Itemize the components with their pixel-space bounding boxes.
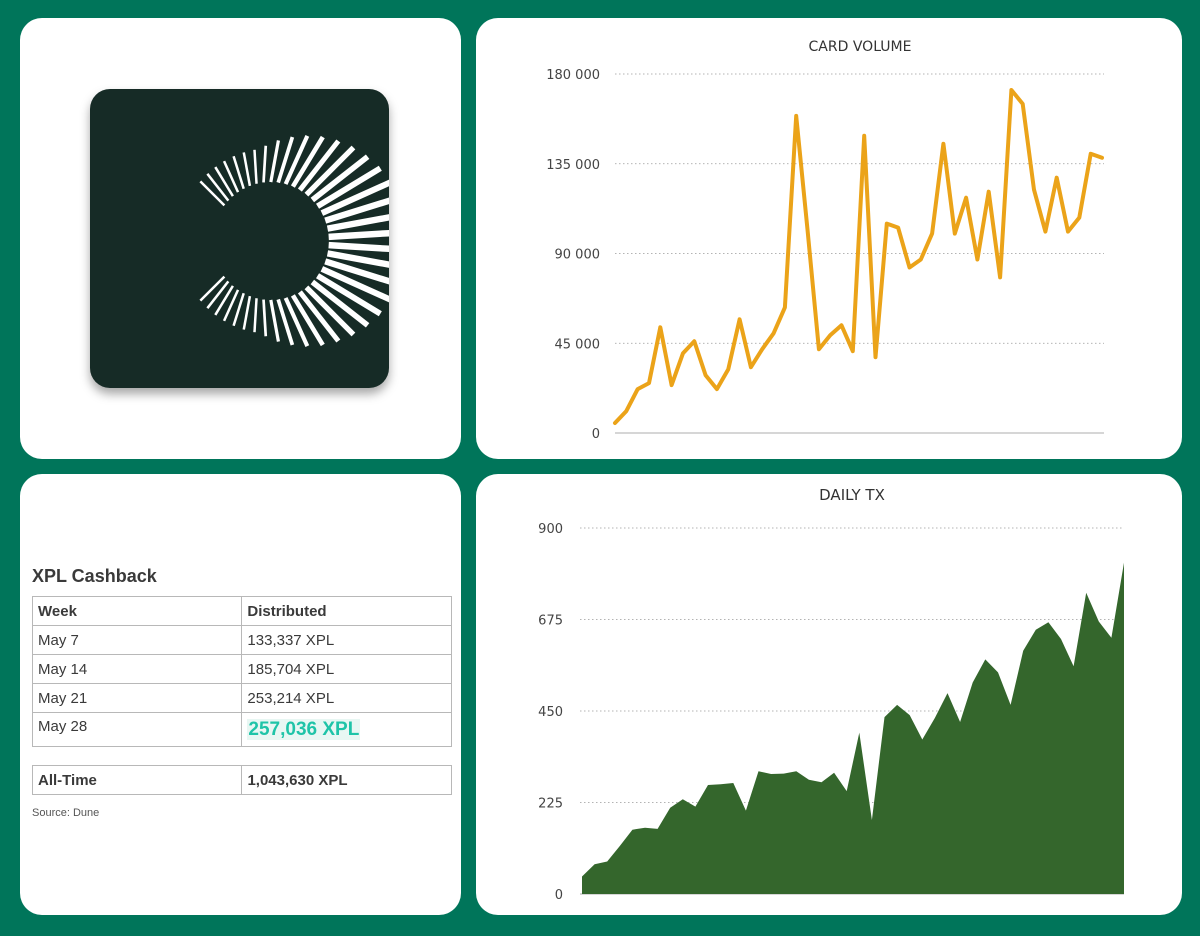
source-note: Source: Dune	[32, 807, 100, 819]
table-row: May 21 253,214 XPL	[31, 683, 452, 713]
logo-ray	[290, 135, 325, 188]
y-tick-label: 180 000	[546, 68, 600, 83]
sunburst-logo-icon	[199, 135, 389, 347]
logo-ray	[326, 214, 389, 232]
logo-ray	[297, 139, 341, 192]
chart-title: DAILY TX	[819, 486, 885, 504]
logo-ray	[199, 275, 226, 302]
logo-ray	[269, 299, 281, 342]
card-volume-chart: CARD VOLUME 0 45 000 90 000 135 000 180 000	[546, 39, 1104, 442]
logo-ray	[232, 155, 245, 190]
logo-card	[20, 18, 461, 459]
header-distributed: Distributed	[241, 596, 452, 626]
table-title: XPL Cashback	[32, 566, 157, 586]
logo-ray	[262, 299, 268, 337]
logo-ray	[310, 279, 370, 328]
y-tick-label: 90 000	[555, 248, 601, 263]
y-tick-label: 0	[592, 427, 600, 442]
logo-ray	[320, 266, 389, 303]
logo-ray	[283, 135, 310, 185]
logo-ray	[324, 197, 389, 224]
logo-ray	[297, 290, 341, 343]
y-tick-label: 45 000	[555, 337, 601, 352]
daily-tx-chart-card: DAILY TX 0 225 450 675 900	[476, 474, 1182, 915]
total-label: All-Time	[31, 765, 243, 795]
total-row: All-Time 1,043,630 XPL	[31, 765, 452, 795]
logo-ray	[242, 295, 252, 330]
chart-title: CARD VOLUME	[809, 39, 912, 55]
y-tick-label: 675	[538, 614, 563, 629]
logo-ray	[269, 140, 281, 183]
table-row: May 7 133,337 XPL	[31, 625, 452, 655]
app-logo-tile	[90, 89, 389, 388]
distributed-cell: 253,214 XPL	[241, 683, 452, 713]
logo-ray	[214, 166, 234, 197]
logo-ray	[304, 285, 356, 337]
logo-ray	[290, 294, 325, 347]
logo-ray	[328, 241, 389, 253]
distributed-cell: 185,704 XPL	[241, 654, 452, 684]
all-time-table: All-Time 1,043,630 XPL	[31, 765, 452, 795]
week-cell: May 28	[31, 712, 243, 747]
week-cell: May 21	[31, 683, 243, 713]
logo-ray	[232, 292, 245, 327]
logo-ray	[206, 173, 230, 202]
logo-ray	[222, 160, 240, 193]
card-volume-chart-card: CARD VOLUME 0 45 000 90 000 135 000 180 000	[476, 18, 1182, 459]
logo-ray	[283, 297, 310, 347]
logo-ray	[276, 136, 295, 184]
logo-ray	[199, 180, 226, 207]
y-tick-label: 135 000	[546, 158, 600, 173]
y-tick-label: 225	[538, 797, 563, 812]
logo-ray	[320, 179, 389, 216]
logo-ray	[310, 154, 370, 203]
series-line	[613, 88, 1104, 425]
logo-ray	[242, 152, 252, 187]
table-row: May 14 185,704 XPL	[31, 654, 452, 684]
y-tick-label: 450	[538, 705, 563, 720]
table-row: May 28 257,036 XPL	[31, 712, 452, 747]
series-area	[582, 562, 1124, 894]
logo-ray	[222, 289, 240, 322]
week-cell: May 14	[31, 654, 243, 684]
y-tick-label: 900	[538, 522, 563, 537]
logo-ray	[253, 149, 258, 184]
cashback-table-card: XPL Cashback Week Distributed May 7 133,…	[20, 474, 461, 915]
logo-ray	[253, 298, 258, 333]
y-tick-label: 0	[555, 888, 563, 903]
total-value: 1,043,630 XPL	[241, 765, 452, 795]
highlighted-value: 257,036 XPL	[247, 718, 361, 740]
logo-ray	[214, 285, 234, 316]
logo-ray	[304, 145, 356, 197]
distributed-cell: 133,337 XPL	[241, 625, 452, 655]
header-week: Week	[31, 596, 243, 626]
cashback-table: Week Distributed May 7 133,337 XPL May 1…	[31, 596, 452, 747]
logo-ray	[328, 229, 389, 241]
logo-ray	[316, 165, 382, 209]
logo-ray	[262, 145, 268, 183]
logo-ray	[276, 298, 295, 346]
logo-ray	[206, 280, 230, 309]
week-cell: May 7	[31, 625, 243, 655]
daily-tx-chart: DAILY TX 0 225 450 675 900	[538, 486, 1125, 903]
table-header-row: Week Distributed	[31, 596, 452, 626]
logo-ray	[324, 258, 389, 285]
logo-ray	[326, 250, 389, 268]
distributed-cell-highlighted: 257,036 XPL	[241, 712, 452, 747]
logo-ray	[316, 273, 382, 317]
